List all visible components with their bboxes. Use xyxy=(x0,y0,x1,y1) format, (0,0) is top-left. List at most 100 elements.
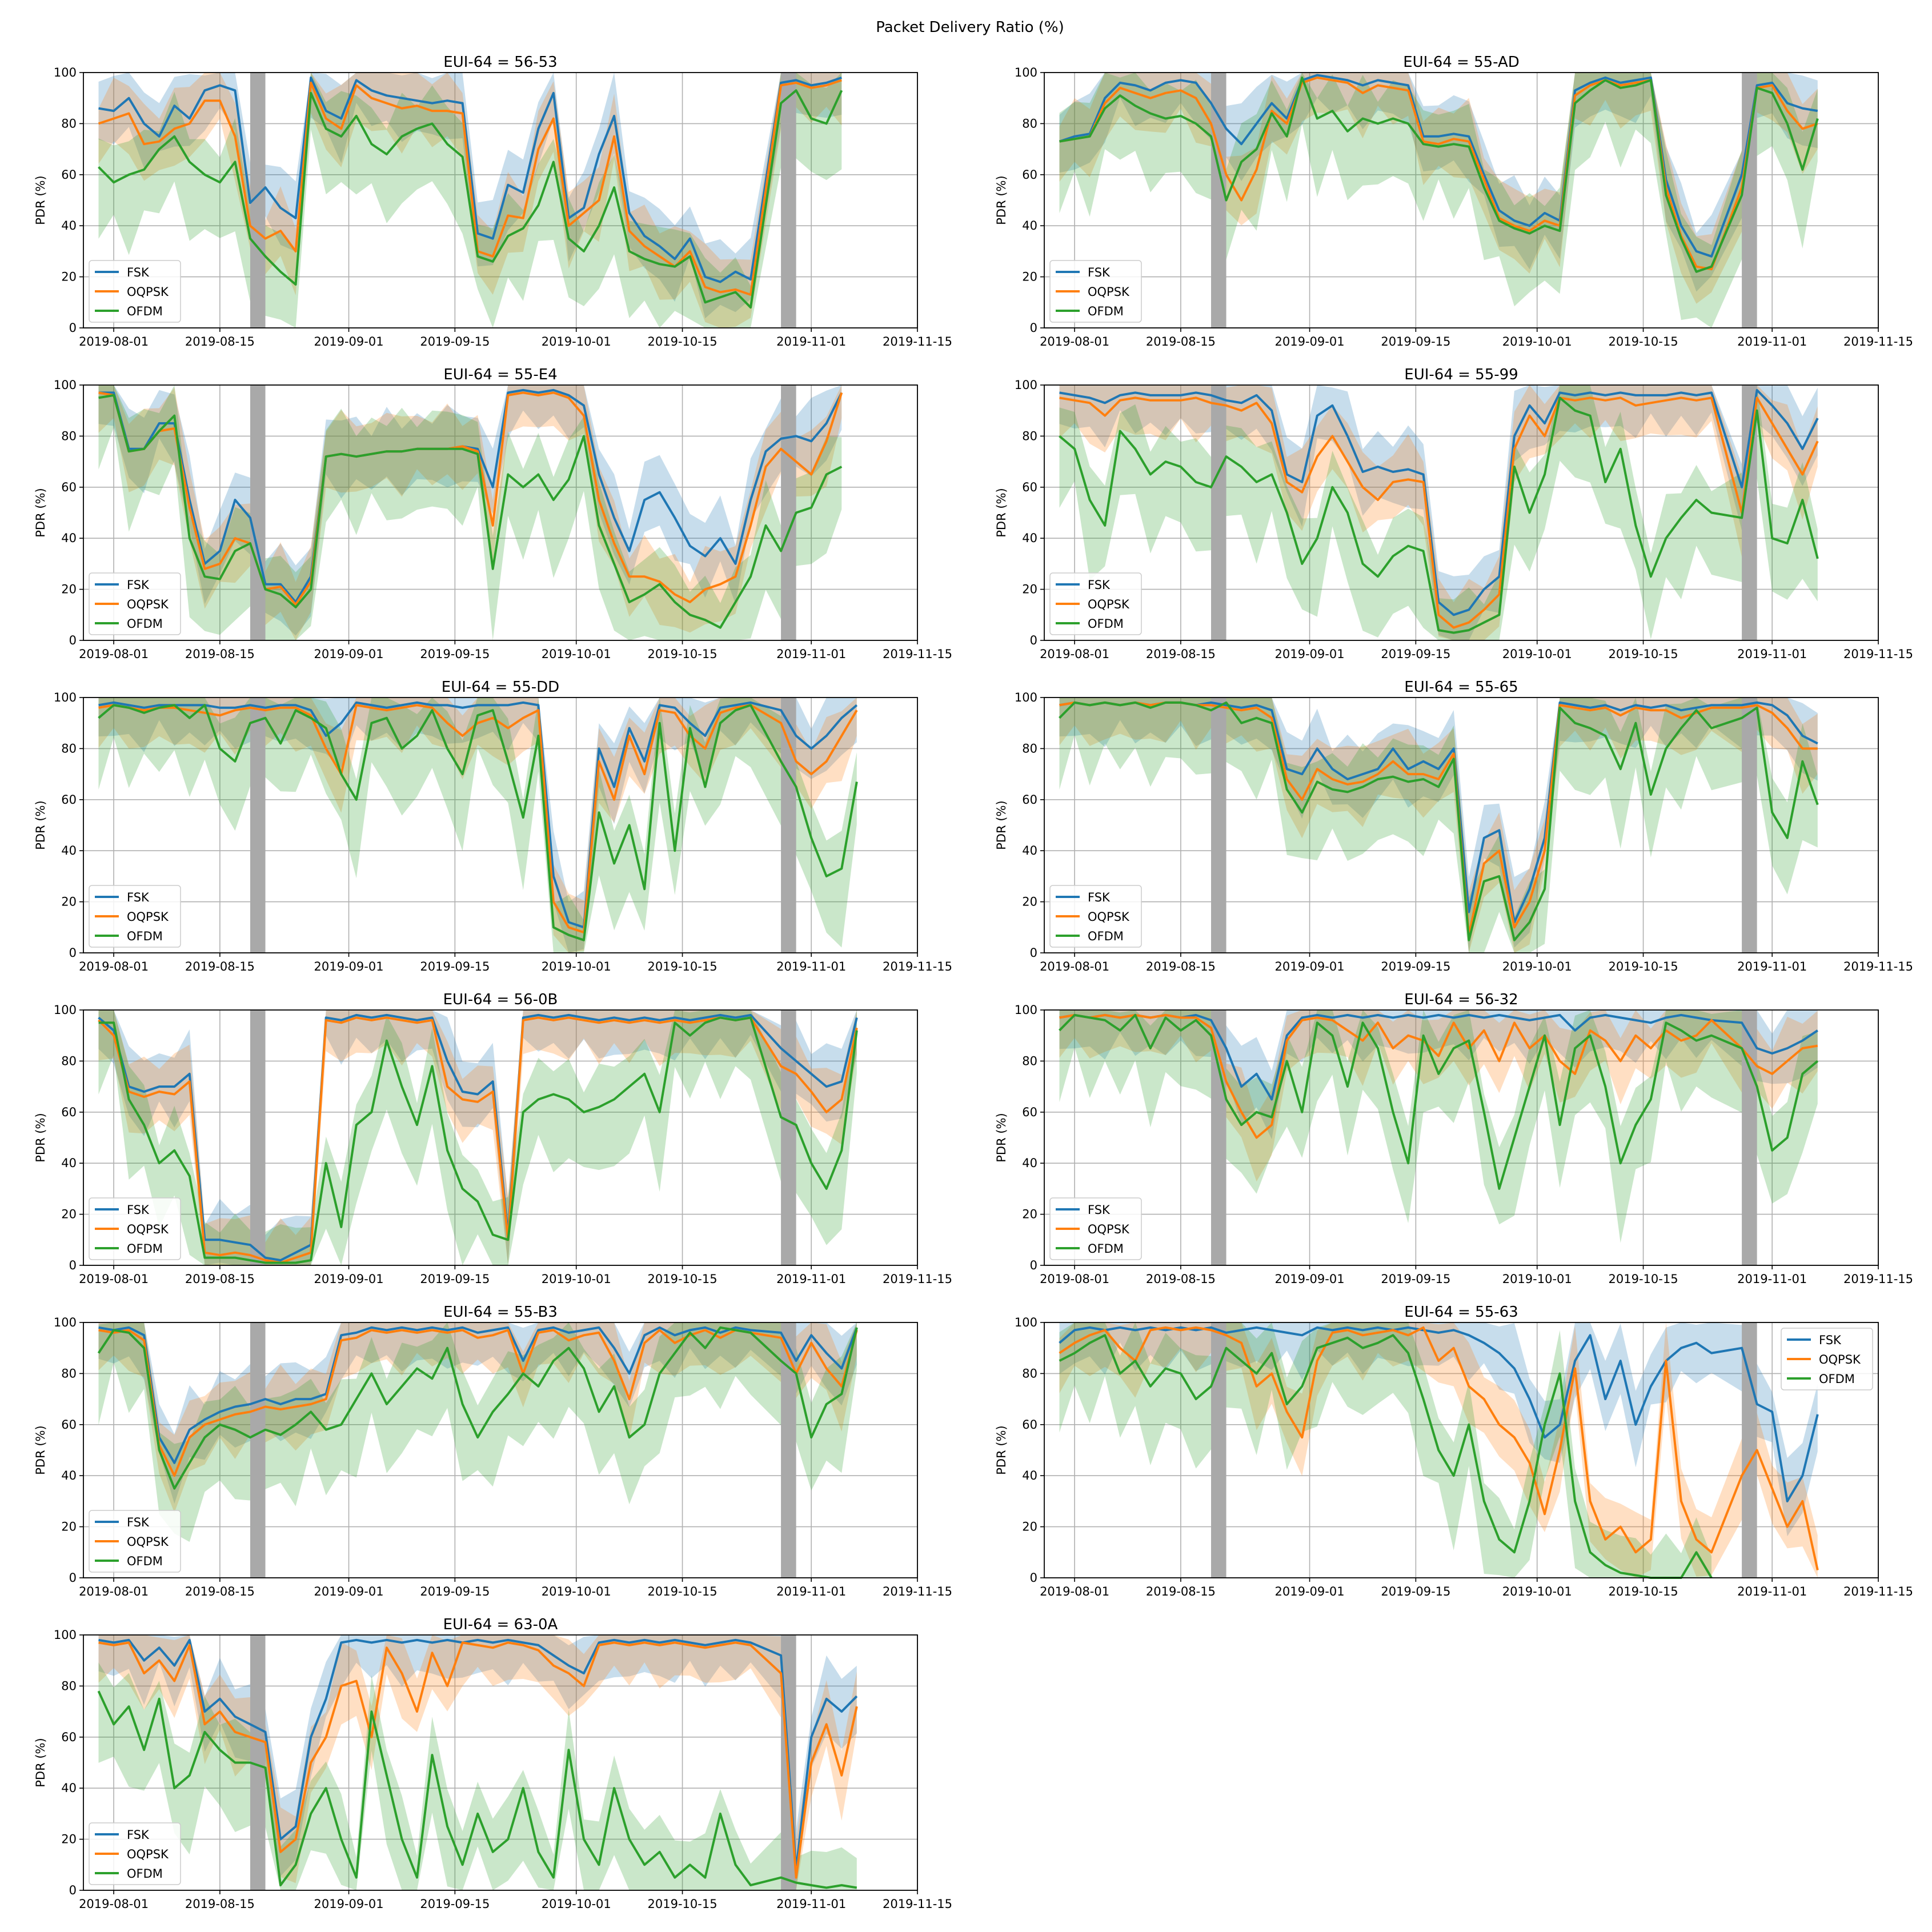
x-tick-label: 2019-08-15 xyxy=(185,960,255,973)
y-tick-label: 20 xyxy=(61,1208,77,1221)
x-tick-label: 2019-10-01 xyxy=(1502,335,1572,348)
data-gap-band xyxy=(1742,1322,1757,1578)
y-tick-label: 60 xyxy=(1022,1105,1037,1119)
x-tick-label: 2019-09-01 xyxy=(1275,335,1345,348)
panel-9: 0 20 40 60 80 100 2019-08-01 2019-08-15 2019-09-… xyxy=(34,1304,952,1598)
panel-title: EUI-64 = 56-53 xyxy=(443,54,557,71)
axes-frame xyxy=(83,384,918,641)
data-gap-band xyxy=(250,385,266,640)
series-line-ofdm xyxy=(98,394,843,629)
y-tick-label: 0 xyxy=(69,321,77,335)
y-tick-label: 20 xyxy=(61,1520,77,1534)
legend-box xyxy=(89,885,181,948)
y-tick-label: 40 xyxy=(61,844,77,857)
series-line-ofdm xyxy=(1059,1334,1713,1579)
x-tick-label: 2019-11-01 xyxy=(1737,1272,1807,1286)
y-tick-label: 60 xyxy=(61,1418,77,1432)
y-tick-label: 60 xyxy=(1022,793,1037,807)
y-tick-label: 0 xyxy=(1030,1258,1037,1272)
y-tick-label: 80 xyxy=(61,117,77,130)
y-tick-label: 20 xyxy=(1022,583,1037,596)
x-tick-label: 2019-11-01 xyxy=(776,335,846,348)
y-tick-label: 40 xyxy=(61,1156,77,1170)
x-tick-label: 2019-10-15 xyxy=(1609,1272,1678,1286)
band-fsk xyxy=(98,1635,857,1890)
x-tick-label: 2019-08-15 xyxy=(185,335,255,348)
x-tick-label: 2019-10-01 xyxy=(542,1272,611,1286)
axes-frame xyxy=(1044,384,1879,641)
legend-label-fsk: FSK xyxy=(127,1828,150,1842)
axes-frame xyxy=(83,72,918,328)
series-line-fsk xyxy=(98,701,858,929)
series-line-fsk xyxy=(98,388,843,603)
y-tick-label: 0 xyxy=(69,946,77,960)
x-tick-label: 2019-11-01 xyxy=(1737,647,1807,661)
y-axis-label: PDR (%) xyxy=(995,488,1008,537)
x-tick-label: 2019-09-15 xyxy=(1381,1272,1450,1286)
x-tick-label: 2019-10-15 xyxy=(1609,1585,1678,1598)
band-ofdm xyxy=(1059,1010,1818,1243)
y-tick-label: 20 xyxy=(61,895,77,909)
y-axis-label: PDR (%) xyxy=(995,175,1008,225)
legend-label-fsk: FSK xyxy=(127,1203,150,1217)
legend-label-oqpsk: OQPSK xyxy=(127,598,169,611)
x-tick-label: 2019-11-01 xyxy=(1737,1585,1807,1598)
x-tick-label: 2019-09-15 xyxy=(1381,1585,1450,1598)
y-tick-label: 100 xyxy=(1015,1003,1037,1017)
legend: FSK OQPSK OFDM xyxy=(89,1510,181,1573)
x-tick-label: 2019-08-01 xyxy=(1040,1585,1109,1598)
x-tick-label: 2019-10-01 xyxy=(542,960,611,973)
y-tick-label: 40 xyxy=(61,1469,77,1482)
axes-frame xyxy=(1044,1322,1879,1578)
y-tick-label: 60 xyxy=(61,168,77,182)
series-line-ofdm xyxy=(98,89,843,309)
x-tick-label: 2019-09-15 xyxy=(420,1272,490,1286)
band-oqpsk xyxy=(98,1010,857,1265)
band-fsk xyxy=(98,385,842,636)
x-tick-label: 2019-09-15 xyxy=(1381,335,1450,348)
data-gap-band xyxy=(781,698,796,953)
y-tick-label: 60 xyxy=(1022,480,1037,494)
legend-label-ofdm: OFDM xyxy=(127,304,163,318)
x-tick-label: 2019-10-01 xyxy=(1502,1585,1572,1598)
y-tick-label: 20 xyxy=(1022,270,1037,284)
series-line-fsk xyxy=(1059,74,1818,258)
y-tick-label: 40 xyxy=(61,531,77,545)
y-tick-label: 0 xyxy=(69,1571,77,1585)
series-line-fsk xyxy=(1059,1326,1819,1502)
x-tick-label: 2019-08-01 xyxy=(1040,960,1109,973)
x-tick-label: 2019-08-01 xyxy=(1040,1272,1109,1286)
legend-label-oqpsk: OQPSK xyxy=(127,910,169,924)
legend-label-ofdm: OFDM xyxy=(1088,929,1124,943)
x-tick-label: 2019-11-15 xyxy=(883,960,952,973)
panel-3: 0 20 40 60 80 100 2019-08-01 2019-08-15 2019-09-… xyxy=(34,366,952,661)
y-tick-label: 40 xyxy=(1022,219,1037,233)
axes-frame xyxy=(1044,72,1879,328)
y-tick-label: 100 xyxy=(1015,378,1037,392)
y-tick-label: 80 xyxy=(1022,741,1037,755)
data-gap-band xyxy=(250,1010,266,1265)
x-tick-label: 2019-09-01 xyxy=(314,1897,384,1911)
x-tick-label: 2019-10-15 xyxy=(1609,647,1678,661)
y-axis-label: PDR (%) xyxy=(34,175,47,225)
x-tick-label: 2019-11-15 xyxy=(883,647,952,661)
y-tick-label: 100 xyxy=(1015,66,1037,79)
panel-title: EUI-64 = 55-65 xyxy=(1404,679,1518,696)
x-tick-label: 2019-11-01 xyxy=(776,647,846,661)
x-tick-label: 2019-08-15 xyxy=(185,1272,255,1286)
y-tick-label: 100 xyxy=(54,66,77,79)
x-tick-label: 2019-11-15 xyxy=(883,335,952,348)
legend: FSK OQPSK OFDM xyxy=(89,885,181,948)
x-tick-label: 2019-09-01 xyxy=(1275,647,1345,661)
x-tick-label: 2019-10-15 xyxy=(648,1585,718,1598)
x-tick-label: 2019-10-15 xyxy=(648,335,718,348)
axes-frame xyxy=(1044,697,1879,953)
panel-7: 0 20 40 60 80 100 2019-08-01 2019-08-15 2019-09-… xyxy=(34,991,952,1286)
y-tick-label: 60 xyxy=(1022,1418,1037,1432)
series-line-oqpsk xyxy=(1059,1326,1819,1571)
y-tick-label: 100 xyxy=(54,1003,77,1017)
y-tick-label: 60 xyxy=(61,1105,77,1119)
x-tick-label: 2019-10-01 xyxy=(542,647,611,661)
x-tick-label: 2019-10-01 xyxy=(542,1897,611,1911)
legend-label-ofdm: OFDM xyxy=(127,1867,163,1881)
